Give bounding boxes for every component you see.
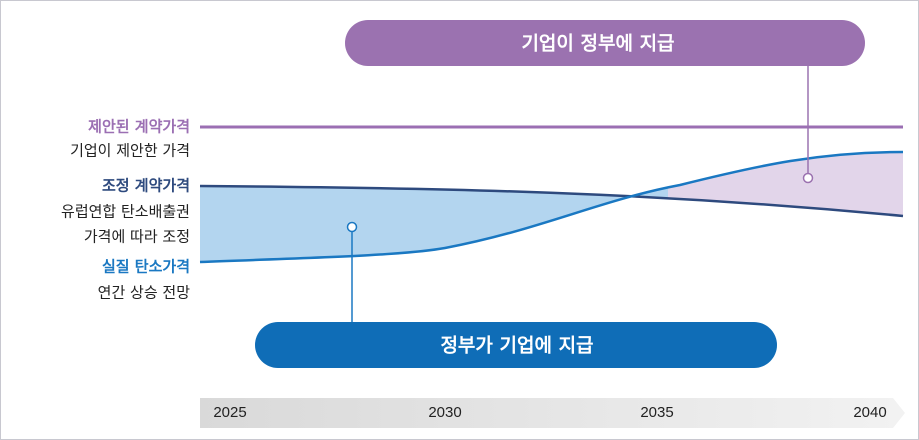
label-title: 조정 계약가격 [102, 177, 190, 195]
axis-tick: 2035 [640, 404, 673, 421]
axis-tick: 2025 [213, 404, 246, 421]
bottom-callout-text: 정부가 기업에 지급 [440, 335, 593, 357]
adjusted-price-line [199, 184, 904, 218]
axis-tick: 2030 [428, 404, 461, 421]
marker [802, 172, 814, 184]
carbon-price-line [199, 150, 904, 264]
axis-tick: 2040 [853, 404, 886, 421]
label-text: 연간 상승 전망 [98, 284, 191, 302]
label-text: 가격에 따라 조정 [84, 228, 190, 246]
firm-pays-area [668, 152, 903, 216]
time-axis [200, 398, 905, 428]
gov-pays-area [200, 186, 668, 262]
bottom-callout [255, 322, 777, 368]
label-title: 실질 탄소가격 [102, 258, 190, 276]
label-text: 기업이 제안한 가격 [70, 142, 190, 160]
label-text: 유럽연합 탄소배출권 [61, 203, 190, 221]
marker [346, 221, 358, 233]
label-title: 제안된 계약가격 [88, 118, 190, 136]
top-callout [345, 20, 865, 66]
top-callout-text: 기업이 정부에 지급 [521, 33, 674, 55]
